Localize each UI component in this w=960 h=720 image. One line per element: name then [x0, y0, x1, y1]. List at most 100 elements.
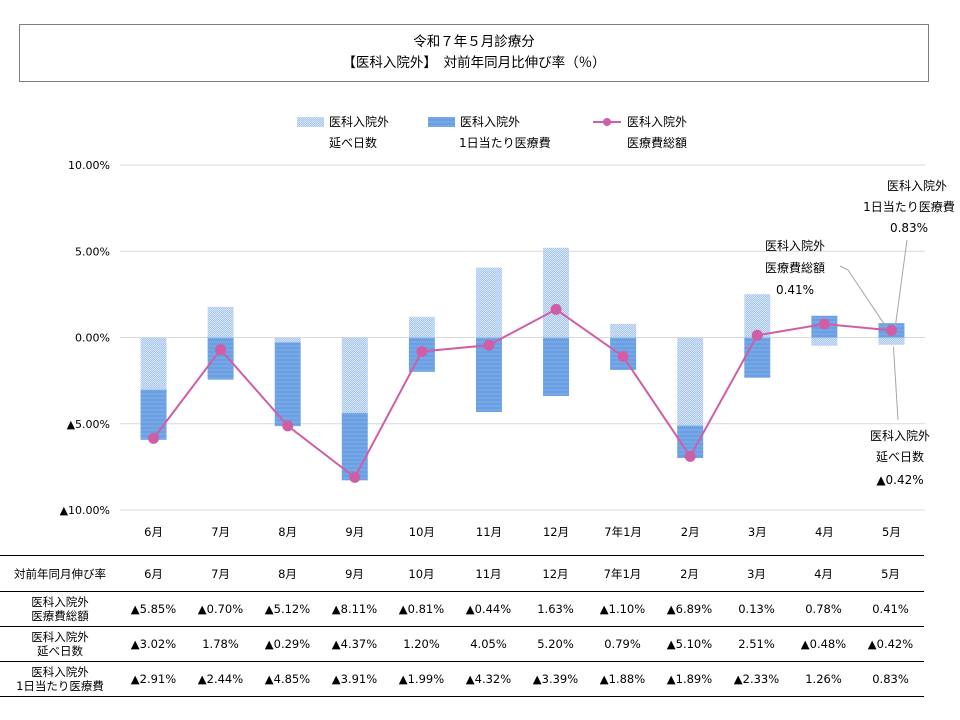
annotation-total: 医科入院外: [765, 239, 825, 253]
table-row-label: 医科入院外 1日当たり医療費: [0, 662, 120, 697]
table-header-month: 6月: [144, 566, 163, 581]
table-header-month: 5月: [881, 566, 900, 581]
total-cost-line: [152, 308, 892, 479]
total-cost-point: [349, 471, 361, 483]
table-cell: 1.63%: [537, 602, 574, 616]
table-cell: ▲0.81%: [398, 602, 445, 616]
table-cell: ▲0.42%: [867, 637, 914, 651]
days-bar: [811, 337, 838, 346]
table-header-month: 7年1月: [603, 566, 642, 581]
annotation-days: 医科入院外: [870, 429, 930, 443]
table-row: 医科入院外 1日当たり医療費 ▲2.91% ▲2.44% ▲4.85% ▲3.91% ▲1.…: [0, 662, 924, 697]
total-cost-point: [148, 432, 160, 444]
table-cell: 1.20%: [403, 637, 440, 651]
legend-label: 医科入院外: [329, 115, 389, 129]
table-header-month: 8月: [278, 566, 297, 581]
table-cell: ▲1.99%: [398, 672, 445, 686]
table-cell: ▲3.02%: [130, 637, 177, 651]
table-cell: 0.83%: [872, 672, 909, 686]
table-row-label-line2: 1日当たり医療費: [16, 679, 104, 693]
chart-subtitle: 【医科入院外】 対前年同月比伸び率（％）: [342, 55, 606, 71]
table-cell: 4.05%: [470, 637, 507, 651]
table-cell: ▲2.33%: [733, 672, 780, 686]
table-cell: 1.26%: [805, 672, 842, 686]
legend-label: 医科入院外: [460, 115, 520, 129]
x-tick-label: 6月: [144, 525, 163, 539]
growth-rate-chart: 10.00% 5.00% 0.00% ▲5.00% ▲10.00% 6月 7月 8月 9月 10月…: [60, 115, 955, 539]
legend-label: 延べ日数: [329, 135, 377, 150]
table-cell: ▲4.85%: [264, 672, 311, 686]
table-row-label-line2: 医療費総額: [31, 609, 89, 623]
legend-swatch-total-marker: [603, 118, 611, 126]
days-bar: [341, 337, 368, 413]
table-cell: 0.78%: [805, 602, 842, 616]
annotation-cost: 0.83%: [890, 221, 928, 235]
table-cell: 2.51%: [738, 637, 775, 651]
annotation-cost-leader: [894, 239, 908, 326]
table-row-label-line1: 医科入院外: [31, 665, 89, 679]
y-tick-label: 5.00%: [75, 245, 110, 258]
legend-label: 1日当たり医療費: [459, 135, 551, 150]
y-tick-label: 0.00%: [75, 332, 110, 345]
annotation-total-leader: [839, 265, 887, 328]
x-tick-label: 7年1月: [604, 525, 642, 539]
x-tick-label: 11月: [476, 525, 502, 539]
y-tick-label: 10.00%: [68, 159, 110, 172]
total-cost-point: [617, 350, 629, 362]
annotation-days: 延べ日数: [876, 449, 924, 464]
table-header-month: 10月: [408, 566, 435, 581]
x-tick-label: 9月: [345, 525, 364, 539]
days-bar: [274, 337, 301, 343]
table-cell: ▲0.70%: [197, 602, 244, 616]
table-cell: ▲5.85%: [130, 602, 177, 616]
annotation-cost: 医科入院外: [887, 179, 947, 193]
legend-swatch-days: [297, 117, 324, 127]
table-cell: ▲6.89%: [666, 602, 713, 616]
table-cell: ▲4.32%: [465, 672, 512, 686]
table-header-month: 2月: [680, 566, 699, 581]
table-cell: 1.78%: [202, 637, 239, 651]
table-cell: ▲8.11%: [331, 602, 378, 616]
total-cost-point: [684, 450, 696, 462]
total-cost-point: [282, 420, 294, 432]
annotation-days: ▲0.42%: [876, 473, 923, 487]
table-cell: ▲0.44%: [465, 602, 512, 616]
cost-bar: [140, 389, 167, 440]
x-tick-label: 7月: [211, 525, 230, 539]
x-tick-label: 2月: [681, 525, 700, 539]
days-bar: [878, 337, 905, 345]
legend-label: 医科入院外: [627, 115, 687, 129]
annotation-days-leader: [892, 346, 899, 421]
x-tick-label: 4月: [815, 525, 834, 539]
table-header-month: 7月: [211, 566, 230, 581]
cost-bar: [543, 337, 570, 396]
annotation-cost: 1日当たり医療費: [863, 199, 955, 214]
x-tick-label: 8月: [278, 525, 297, 539]
total-cost-point: [416, 345, 428, 357]
total-cost-point: [550, 303, 562, 315]
table-row-label: 医科入院外 医療費総額: [0, 592, 120, 627]
table-cell: ▲1.88%: [599, 672, 646, 686]
growth-rate-table: 対前年同月伸び率 6月 7月 8月 9月 10月 11月 12月 7年1月 2月 3月 4月 5月 医科入…: [0, 555, 924, 697]
table-row-label-line1: 医科入院外: [31, 630, 89, 644]
y-tick-label: ▲10.00%: [60, 504, 110, 517]
chart-title-box: 令和７年５月診療分 【医科入院外】 対前年同月比伸び率（％）: [19, 24, 929, 82]
table-header-month: 9月: [345, 566, 364, 581]
table-cell: 5.20%: [537, 637, 574, 651]
table-cell: 0.79%: [604, 637, 641, 651]
table-cell: ▲4.37%: [331, 637, 378, 651]
table-header-month: 11月: [475, 566, 502, 581]
table-header-row: 対前年同月伸び率 6月 7月 8月 9月 10月 11月 12月 7年1月 2月 3月 4月 5月: [0, 555, 924, 592]
table-cell: ▲5.10%: [666, 637, 713, 651]
annotation-total: 医療費総額: [765, 260, 825, 275]
table-cell: 0.41%: [872, 602, 909, 616]
table-row-label-line1: 医科入院外: [31, 595, 89, 609]
days-bar: [677, 337, 704, 426]
days-bar: [610, 323, 637, 338]
table-header-label: 対前年同月伸び率: [14, 566, 106, 581]
table-cell: ▲3.91%: [331, 672, 378, 686]
cost-bar: [274, 342, 301, 427]
table-cell: ▲5.12%: [264, 602, 311, 616]
table-cell: 0.13%: [738, 602, 775, 616]
